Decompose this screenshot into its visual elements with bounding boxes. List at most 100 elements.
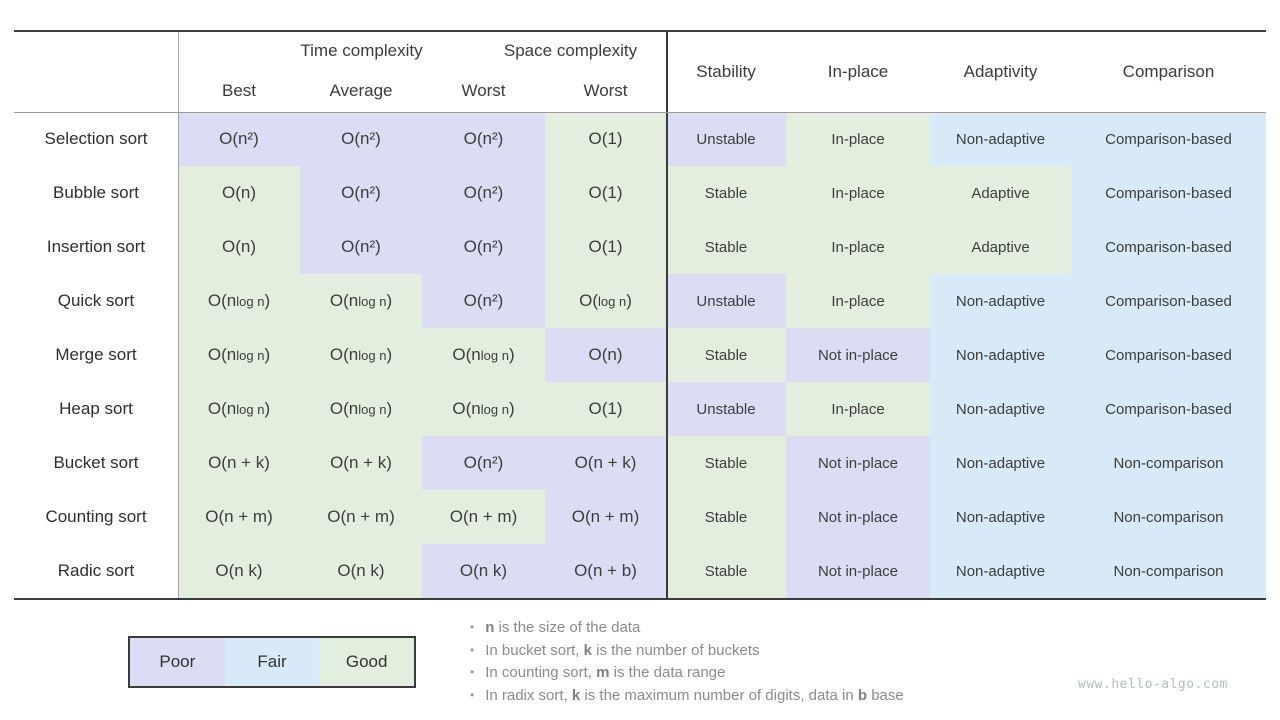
cell-best: O(n log n) bbox=[178, 274, 300, 328]
cell-best: O(n + m) bbox=[178, 490, 300, 544]
cell-adaptivity: Non-adaptive bbox=[930, 490, 1071, 544]
cell-average: O(n log n) bbox=[300, 328, 422, 382]
cell-comparison: Comparison-based bbox=[1071, 220, 1266, 274]
row-label: Radic sort bbox=[14, 544, 178, 598]
cell-average: O(n²) bbox=[300, 220, 422, 274]
cell-average: O(n k) bbox=[300, 544, 422, 598]
cell-comparison: Comparison-based bbox=[1071, 166, 1266, 220]
cell-in-place: Not in-place bbox=[786, 328, 930, 382]
header-space-worst: Worst bbox=[583, 81, 628, 100]
cell-worst: O(n²) bbox=[422, 436, 545, 490]
cell-space-worst: O(n) bbox=[545, 328, 666, 382]
cell-stability: Stable bbox=[666, 544, 786, 598]
header-adaptivity: Adaptivity bbox=[963, 62, 1038, 81]
header-average: Average bbox=[329, 81, 393, 100]
cell-worst: O(n²) bbox=[422, 166, 545, 220]
header-underline bbox=[14, 112, 1266, 113]
bullet-icon: • bbox=[470, 687, 475, 702]
bullet-icon: • bbox=[470, 642, 475, 657]
legend-item-good: Good bbox=[319, 638, 415, 686]
cell-in-place: In-place bbox=[786, 382, 930, 436]
cell-best: O(n log n) bbox=[178, 382, 300, 436]
row-label: Insertion sort bbox=[14, 220, 178, 274]
row-label: Bucket sort bbox=[14, 436, 178, 490]
cell-comparison: Comparison-based bbox=[1071, 274, 1266, 328]
legend-item-fair: Fair bbox=[224, 638, 320, 686]
algorithm-comparison-table: Time complexity Space complexity Best Av… bbox=[14, 30, 1266, 600]
cell-in-place: In-place bbox=[786, 220, 930, 274]
cell-in-place: In-place bbox=[786, 274, 930, 328]
notes-list: • n is the size of the data • In bucket sor… bbox=[470, 617, 1070, 707]
cell-worst: O(n²) bbox=[422, 274, 545, 328]
cell-comparison: Comparison-based bbox=[1071, 382, 1266, 436]
cell-best: O(n²) bbox=[178, 112, 300, 166]
cell-space-worst: O(n + b) bbox=[545, 544, 666, 598]
header-worst: Worst bbox=[461, 81, 506, 100]
legend-item-poor: Poor bbox=[130, 638, 225, 686]
note-item: • In counting sort, m is the data range bbox=[470, 662, 1070, 685]
cell-comparison: Non-comparison bbox=[1071, 544, 1266, 598]
cell-comparison: Comparison-based bbox=[1071, 328, 1266, 382]
cell-average: O(n²) bbox=[300, 112, 422, 166]
cell-in-place: In-place bbox=[786, 112, 930, 166]
cell-stability: Stable bbox=[666, 328, 786, 382]
cell-worst: O(n²) bbox=[422, 112, 545, 166]
cell-space-worst: O(n + m) bbox=[545, 490, 666, 544]
note-item: • In bucket sort, k is the number of buck… bbox=[470, 640, 1070, 663]
header-comparison: Comparison bbox=[1122, 62, 1215, 81]
cell-worst: O(n²) bbox=[422, 220, 545, 274]
cell-average: O(n log n) bbox=[300, 274, 422, 328]
note-text: n is the size of the data bbox=[485, 619, 641, 636]
cell-adaptivity: Non-adaptive bbox=[930, 382, 1071, 436]
cell-best: O(n + k) bbox=[178, 436, 300, 490]
cell-worst: O(n k) bbox=[422, 544, 545, 598]
cell-average: O(n + m) bbox=[300, 490, 422, 544]
header-in-place: In-place bbox=[827, 62, 889, 81]
cell-average: O(n + k) bbox=[300, 436, 422, 490]
cell-adaptivity: Non-adaptive bbox=[930, 112, 1071, 166]
cell-worst: O(n log n) bbox=[422, 382, 545, 436]
row-label: Heap sort bbox=[14, 382, 178, 436]
table-grid: Time complexity Space complexity Best Av… bbox=[14, 32, 1266, 598]
row-label: Bubble sort bbox=[14, 166, 178, 220]
cell-best: O(n log n) bbox=[178, 328, 300, 382]
bullet-icon: • bbox=[470, 620, 475, 634]
cell-comparison: Comparison-based bbox=[1071, 112, 1266, 166]
header-time-complexity: Time complexity bbox=[300, 41, 423, 60]
cell-stability: Stable bbox=[666, 166, 786, 220]
row-label: Merge sort bbox=[14, 328, 178, 382]
cell-comparison: Non-comparison bbox=[1071, 436, 1266, 490]
bullet-icon: • bbox=[470, 665, 475, 679]
row-label: Selection sort bbox=[14, 112, 178, 166]
note-item: • n is the size of the data bbox=[470, 617, 1070, 640]
cell-worst: O(n log n) bbox=[422, 328, 545, 382]
cell-adaptivity: Non-adaptive bbox=[930, 544, 1071, 598]
cell-best: O(n) bbox=[178, 166, 300, 220]
cell-adaptivity: Adaptive bbox=[930, 166, 1071, 220]
cell-adaptivity: Non-adaptive bbox=[930, 436, 1071, 490]
header-blank bbox=[14, 32, 178, 112]
cell-space-worst: O(n + k) bbox=[545, 436, 666, 490]
cell-comparison: Non-comparison bbox=[1071, 490, 1266, 544]
row-label: Counting sort bbox=[14, 490, 178, 544]
cell-stability: Unstable bbox=[666, 112, 786, 166]
cell-stability: Stable bbox=[666, 220, 786, 274]
cell-in-place: Not in-place bbox=[786, 544, 930, 598]
row-label: Quick sort bbox=[14, 274, 178, 328]
cell-space-worst: O(1) bbox=[545, 166, 666, 220]
cell-in-place: In-place bbox=[786, 166, 930, 220]
cell-adaptivity: Non-adaptive bbox=[930, 328, 1071, 382]
cell-average: O(n²) bbox=[300, 166, 422, 220]
note-item: • In radix sort, k is the maximum number … bbox=[470, 685, 1070, 708]
cell-adaptivity: Adaptive bbox=[930, 220, 1071, 274]
cell-adaptivity: Non-adaptive bbox=[930, 274, 1071, 328]
note-text: In counting sort, m is the data range bbox=[485, 664, 726, 681]
cell-average: O(n log n) bbox=[300, 382, 422, 436]
cell-stability: Unstable bbox=[666, 382, 786, 436]
note-text: In bucket sort, k is the number of bucke… bbox=[485, 641, 760, 659]
rating-legend: Poor Fair Good bbox=[128, 636, 416, 688]
cell-space-worst: O(1) bbox=[545, 382, 666, 436]
header-stability: Stability bbox=[696, 62, 756, 81]
watermark: www.hello-algo.com bbox=[1078, 677, 1228, 692]
